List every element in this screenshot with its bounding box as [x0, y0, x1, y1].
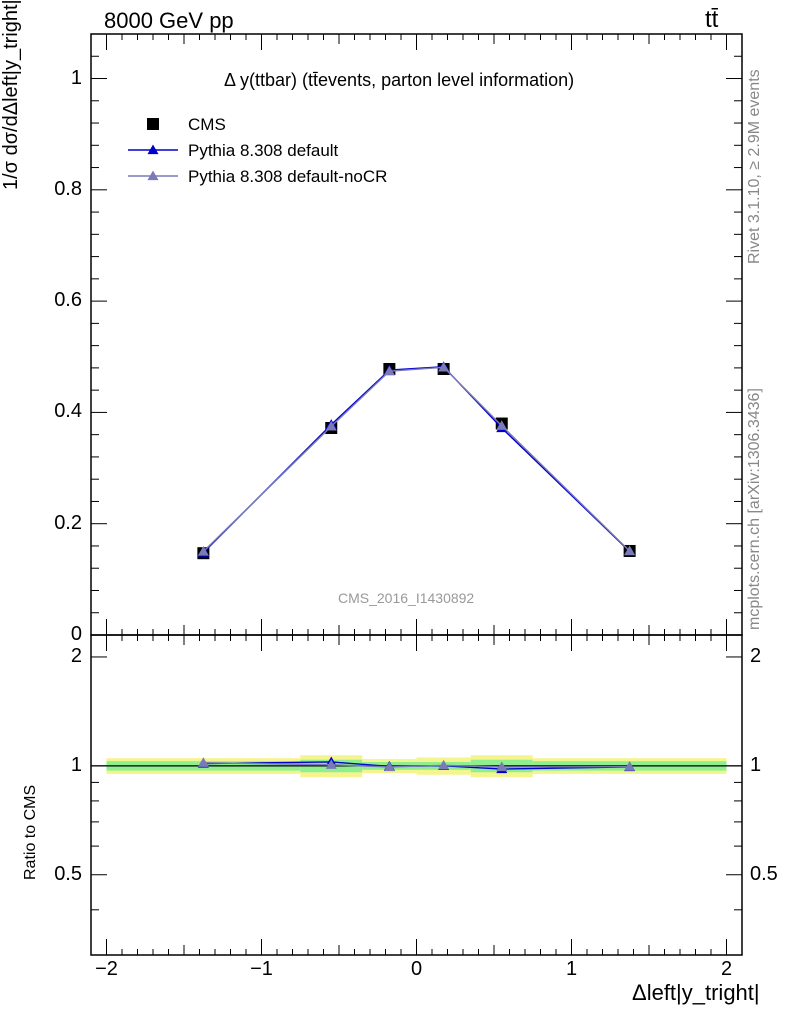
legend-marker	[147, 118, 159, 130]
y-tick-label: 0.8	[54, 177, 82, 200]
ratio-tick-label-left: 0.5	[54, 862, 82, 885]
y-tick-label: 0.6	[54, 289, 82, 312]
ratio-point	[438, 759, 450, 770]
watermark-label: CMS_2016_I1430892	[338, 590, 475, 606]
data-series	[197, 361, 636, 774]
legend: CMS Pythia 8.308 default Pythia 8.308 defa…	[128, 115, 387, 186]
x-tick-label: 0	[410, 958, 423, 980]
x-tick-label: 2	[720, 958, 733, 980]
y-axis-label: 1/σ dσ/dΔleft|y_tright|	[0, 0, 23, 190]
series-point	[383, 365, 395, 376]
ratio-point	[496, 761, 508, 772]
series-point	[438, 361, 450, 372]
series-point	[496, 420, 508, 430]
series-point	[197, 546, 209, 556]
y-axis-label-text: 1/σ dσ/dΔleft|y_tright|	[0, 0, 22, 190]
ratio-line	[203, 762, 630, 768]
ratio-tick-label-right: 0.5	[750, 862, 778, 885]
legend-label: CMS	[188, 115, 226, 134]
ratio-tick-label-left: 1	[70, 753, 82, 776]
ratio-point	[624, 761, 636, 771]
series-point	[624, 545, 636, 556]
series-line	[202, 366, 631, 554]
y-tick-label: 0.4	[54, 400, 82, 423]
series-point	[325, 420, 337, 431]
ratio-panel-frame	[90, 634, 743, 956]
legend-marker	[147, 144, 159, 155]
legend-label: Pythia 8.308 default-noCR	[188, 167, 387, 186]
x-tick-label: −1	[250, 958, 273, 980]
ratio-y-axis-label: Ratio to CMS	[22, 784, 39, 880]
ratio-tick-label-right: 1	[750, 753, 762, 776]
y-tick-label: 1	[70, 66, 82, 89]
chart-title: Δ y(ttbar) (tt̄events, parton level info…	[224, 70, 575, 90]
ratio-tick-label-right: 2	[750, 644, 762, 667]
ratio-point	[383, 761, 395, 772]
x-axis-label: Δleft|y_tright|	[632, 980, 760, 1005]
energy-label: 8000 GeV pp	[104, 8, 234, 33]
mcplots-label: mcplots.cern.ch [arXiv:1306.3436]	[746, 388, 763, 630]
series-line	[202, 366, 631, 553]
rivet-label: Rivet 3.1.10, ≥ 2.9M events	[746, 69, 763, 264]
ratio-tick-label-left: 2	[70, 644, 82, 667]
x-tick-label: −2	[95, 958, 118, 980]
legend-marker	[147, 170, 159, 181]
process-label: tt̄	[705, 6, 719, 33]
ratio-point	[325, 759, 337, 769]
y-tick-label: 0	[70, 623, 82, 645]
ratio-point	[197, 757, 209, 767]
x-tick-label: 1	[565, 958, 578, 980]
legend-label: Pythia 8.308 default	[188, 141, 339, 160]
y-tick-label: 0.2	[54, 511, 82, 534]
